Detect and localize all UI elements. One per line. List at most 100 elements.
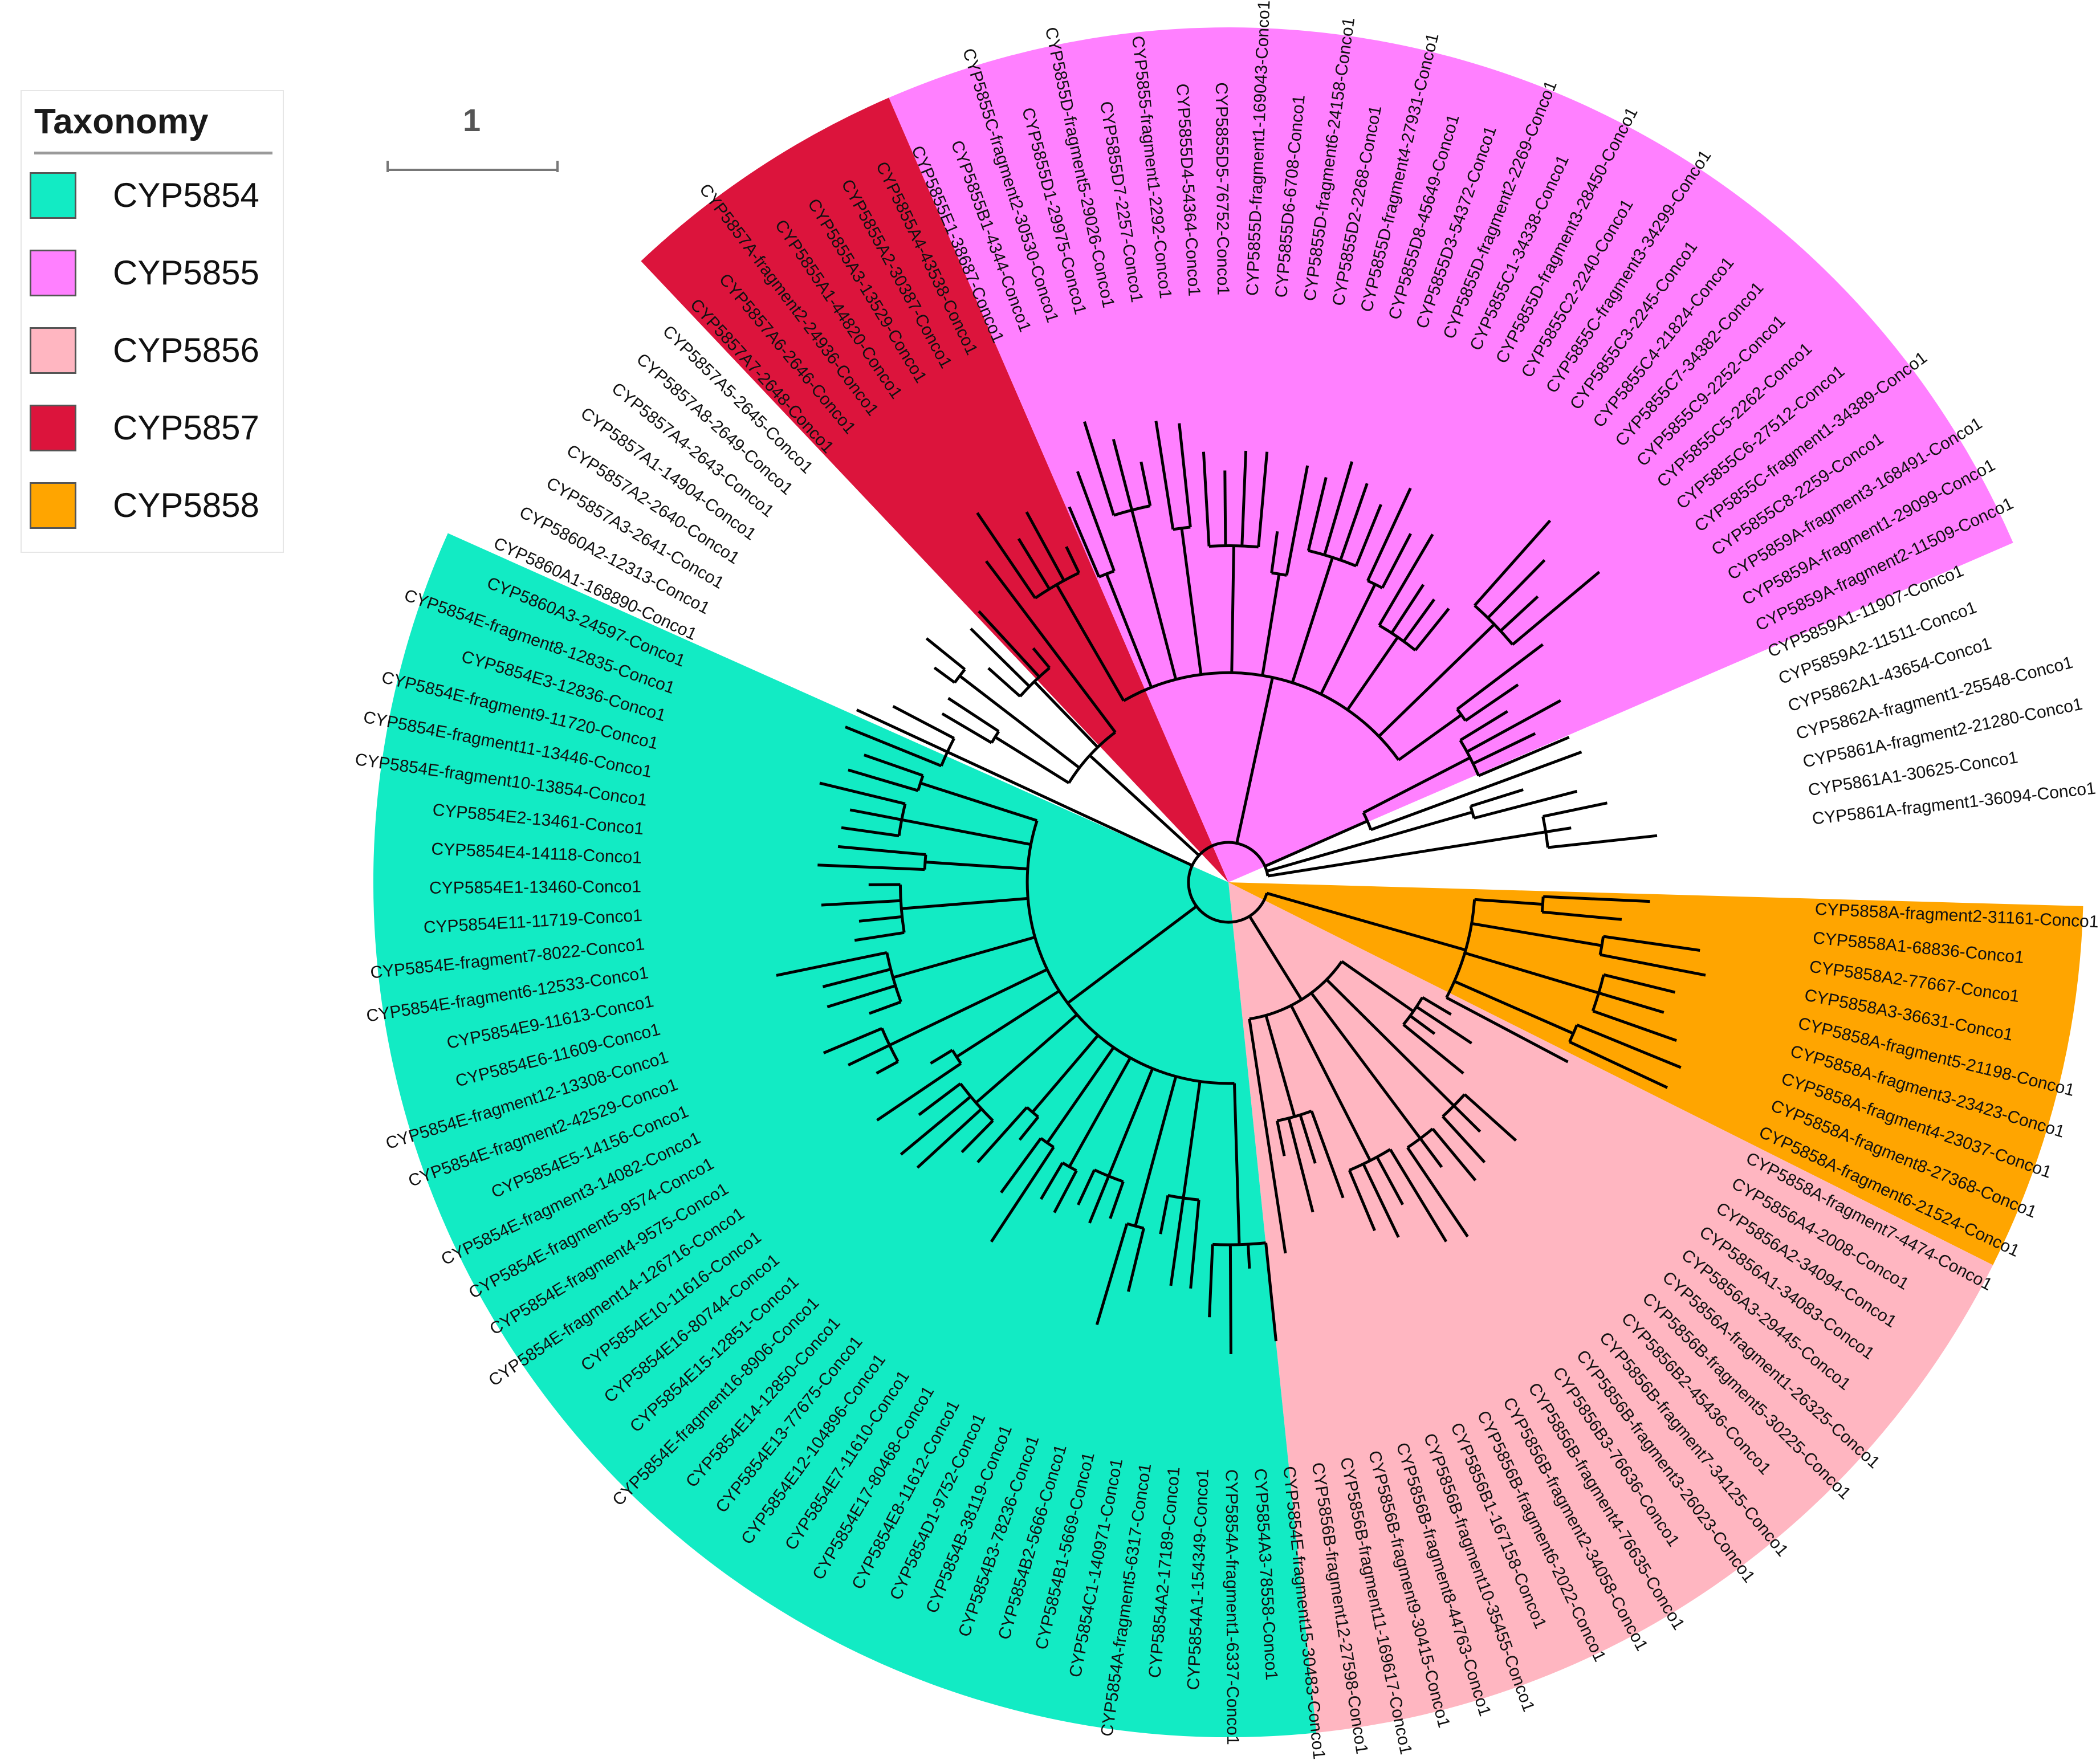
stem-branch — [1066, 806, 1193, 867]
internal-branch — [1291, 557, 1334, 683]
internal-branch — [1264, 1015, 1296, 1117]
tip-branch — [1543, 801, 1608, 818]
tip-branch — [1415, 1005, 1472, 1045]
internal-branch — [1248, 1018, 1273, 1162]
leaf-label: CYP5855D5-76752-Conco1 — [1212, 82, 1232, 295]
tip-branch — [1459, 710, 1508, 742]
internal-branch — [1474, 898, 1543, 906]
tip-branch — [856, 708, 949, 753]
stem-branch — [1264, 820, 1368, 868]
tip-branch — [1139, 461, 1152, 507]
internal-branch — [1362, 756, 1471, 814]
leaf-label: CYP5854E1-13460-Conco1 — [429, 877, 641, 898]
legend-divider — [34, 152, 272, 154]
tip-branch — [1499, 595, 1539, 632]
internal-branch — [946, 751, 1068, 809]
tip-branch — [985, 560, 1012, 595]
stem-branch — [1266, 891, 1466, 952]
internal-branch — [1182, 1081, 1202, 1199]
clade-arc — [1249, 960, 1343, 1021]
tip-branch — [1452, 1105, 1482, 1133]
tip-branch — [844, 726, 942, 768]
tip-branch — [1598, 991, 1664, 1014]
legend-label-cyp5855: CYP5855 — [113, 254, 259, 292]
tip-branch — [1442, 1115, 1486, 1164]
subclade-arc — [1456, 708, 1467, 722]
internal-branch — [1230, 545, 1235, 673]
tip-branch — [819, 781, 906, 805]
tip-branch — [1109, 1181, 1125, 1219]
tip-branch — [1032, 647, 1051, 669]
tip-branch — [987, 667, 1021, 698]
legend-swatch-cyp5855 — [30, 250, 76, 296]
tip-branch — [1402, 1023, 1464, 1075]
scale-bar-label: 1 — [463, 102, 481, 138]
tip-branch — [1240, 450, 1248, 547]
stem-branch — [1267, 849, 1425, 878]
internal-branch — [1341, 960, 1414, 1013]
tip-branch — [1409, 1015, 1436, 1035]
subclade-arc — [1367, 579, 1383, 589]
tip-branch — [970, 628, 1031, 688]
tip-branch — [776, 951, 888, 977]
legend-item-cyp5858: CYP5858 — [30, 478, 275, 535]
tip-branch — [1487, 559, 1546, 619]
internal-branch — [1010, 593, 1117, 734]
legend-label-cyp5857: CYP5857 — [113, 409, 259, 447]
internal-branch — [1261, 573, 1281, 676]
tip-branch — [1478, 736, 1570, 777]
tip-branch — [1247, 1244, 1251, 1269]
clade-sector-cyp5854 — [373, 533, 1317, 1738]
tip-branch — [1366, 487, 1412, 582]
tip-branch — [1456, 643, 1544, 711]
tip-branch — [837, 845, 926, 856]
legend-item-cyp5855: CYP5855 — [30, 245, 275, 302]
tip-branch — [1548, 834, 1658, 849]
internal-branch — [1446, 996, 1526, 1041]
tip-branch — [1472, 732, 1536, 765]
tip-branch — [1463, 1093, 1517, 1142]
subclade-arc — [1167, 1194, 1199, 1201]
tree-branches — [776, 421, 1706, 1354]
subclade-arc — [1540, 896, 1545, 912]
tip-branch — [1189, 1199, 1200, 1289]
scale-bar — [386, 169, 557, 171]
internal-branch — [889, 968, 1048, 1047]
tip-branch — [976, 1106, 1028, 1163]
subclade-arc — [1402, 996, 1424, 1026]
tip-branch — [1018, 1116, 1040, 1141]
tip-branch — [1378, 533, 1434, 626]
tip-branch — [823, 1027, 883, 1054]
internal-branch — [1130, 510, 1178, 680]
tip-branch — [1569, 1040, 1668, 1089]
tip-branch — [1406, 1147, 1469, 1238]
tip-branch — [1025, 511, 1065, 581]
legend-item-cyp5856: CYP5856 — [30, 323, 275, 380]
legend-item-cyp5857: CYP5857 — [30, 400, 275, 457]
internal-branch — [892, 935, 1036, 979]
tip-branch — [925, 637, 966, 671]
tip-branch — [1076, 471, 1116, 572]
tip-branch — [848, 1044, 890, 1067]
internal-branch — [955, 989, 1060, 1058]
tip-branch — [1223, 470, 1227, 546]
tip-branch — [1466, 699, 1562, 753]
internal-branch — [1134, 1075, 1178, 1227]
internal-branch — [1033, 681, 1099, 748]
tip-branch — [947, 696, 1000, 733]
tip-branch — [1299, 1114, 1317, 1164]
internal-branch — [1031, 1034, 1100, 1114]
legend-label-cyp5858: CYP5858 — [113, 486, 259, 524]
tip-branch — [1543, 895, 1650, 903]
internal-branch — [925, 861, 1028, 870]
tip-branch — [1276, 1121, 1286, 1156]
stem-branch — [1235, 677, 1274, 844]
internal-branch — [1046, 1046, 1115, 1144]
tip-branch — [1603, 935, 1700, 952]
tip-branch — [1095, 1223, 1129, 1326]
tip-branch — [1270, 531, 1279, 573]
tip-branch — [1264, 1242, 1277, 1342]
legend-label-cyp5854: CYP5854 — [113, 176, 259, 214]
tip-branch — [1389, 1148, 1448, 1242]
